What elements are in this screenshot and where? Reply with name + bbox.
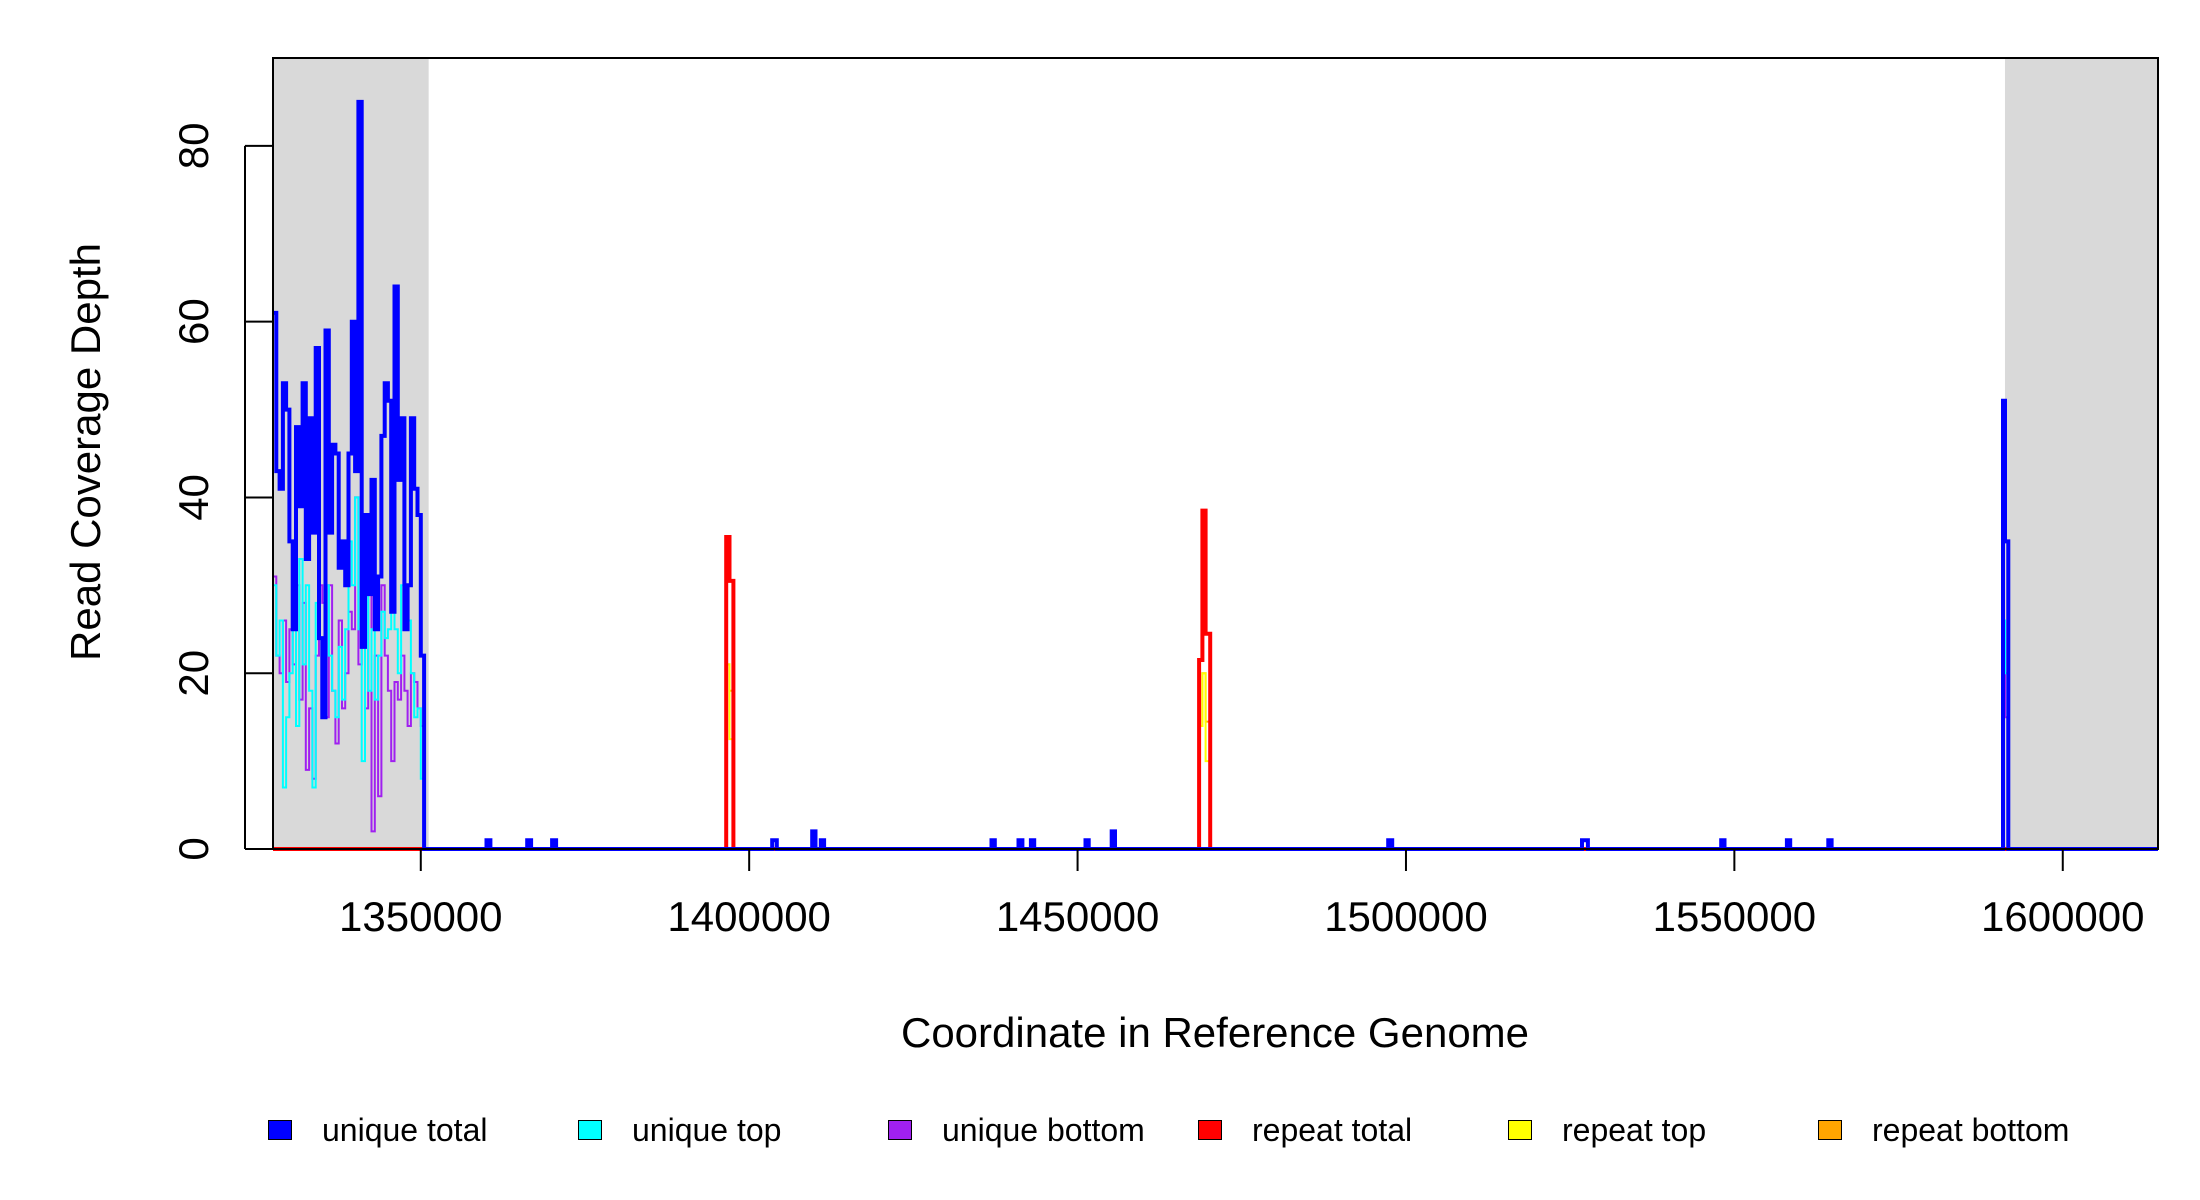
- series-line-repeat-total: [273, 508, 2158, 851]
- legend-item-repeat-bottom: repeat bottom: [1818, 1110, 2069, 1150]
- x-tick-label: 1450000: [996, 893, 1160, 940]
- series-line-unique-total: [273, 99, 2158, 851]
- series-line-unique-top: [273, 496, 2158, 850]
- x-axis-label: Coordinate in Reference Genome: [901, 1009, 1529, 1056]
- flank-shading-layer: [273, 58, 2158, 849]
- x-tick-label: 1550000: [1653, 893, 1817, 940]
- legend-label: unique total: [322, 1111, 488, 1148]
- x-axis: 1350000 1400000 1450000 1500000 1550000 16000…: [339, 849, 2145, 940]
- legend-item-unique-total: unique total: [268, 1110, 487, 1150]
- legend-label: repeat bottom: [1872, 1111, 2070, 1148]
- legend-swatch: [578, 1120, 602, 1140]
- legend-item-unique-top: unique top: [578, 1110, 781, 1150]
- x-tick-label: 1600000: [1981, 893, 2145, 940]
- legend: unique total unique top unique bottom repea…: [0, 1110, 2200, 1150]
- series-line-unique-bottom: [273, 496, 2158, 850]
- legend-item-unique-bottom: unique bottom: [888, 1110, 1145, 1150]
- y-tick-label: 60: [170, 298, 217, 345]
- y-tick-label: 20: [170, 650, 217, 697]
- series-line-repeat-top: [273, 663, 2158, 850]
- x-tick-label: 1500000: [1324, 893, 1488, 940]
- shaded-region-1: [2004, 58, 2158, 849]
- x-tick-label: 1400000: [667, 893, 831, 940]
- legend-swatch: [268, 1120, 292, 1140]
- y-axis: 0 20 40 60 80: [170, 123, 273, 861]
- plot-frame: [272, 57, 2159, 850]
- series-line-repeat-bottom: [273, 663, 2158, 850]
- legend-swatch: [1508, 1120, 1532, 1140]
- y-tick-label: 80: [170, 123, 217, 170]
- y-tick-label: 0: [170, 837, 217, 860]
- legend-label: unique bottom: [942, 1111, 1145, 1148]
- legend-item-repeat-top: repeat top: [1508, 1110, 1706, 1150]
- y-tick-label: 40: [170, 474, 217, 521]
- legend-swatch: [1198, 1120, 1222, 1140]
- x-tick-label: 1350000: [339, 893, 503, 940]
- legend-label: repeat top: [1562, 1111, 1707, 1148]
- legend-item-repeat-total: repeat total: [1198, 1110, 1412, 1150]
- y-axis-label: Read Coverage Depth: [62, 243, 109, 661]
- legend-label: repeat total: [1252, 1111, 1413, 1148]
- legend-label: unique top: [632, 1111, 782, 1148]
- legend-swatch: [1818, 1120, 1842, 1140]
- series-layer: [273, 99, 2158, 851]
- legend-swatch: [888, 1120, 912, 1140]
